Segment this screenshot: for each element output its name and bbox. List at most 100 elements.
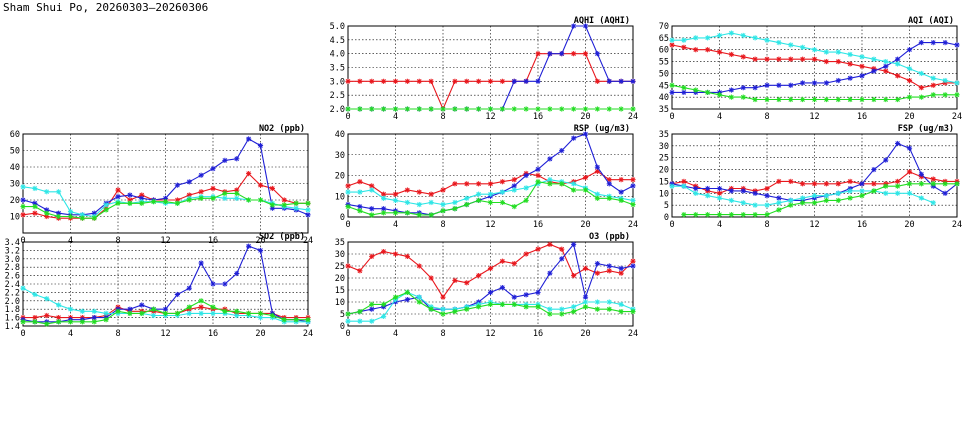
data-point xyxy=(582,299,589,305)
x-tick-label: 0 xyxy=(669,220,674,230)
data-point xyxy=(523,106,529,112)
y-tick-label: 1.4 xyxy=(5,322,20,332)
x-tick-label: 20 xyxy=(255,236,265,246)
y-tick-label: 3.5 xyxy=(330,64,345,74)
data-point xyxy=(210,304,216,310)
data-point xyxy=(511,78,517,84)
data-point xyxy=(835,49,841,55)
data-point xyxy=(606,299,612,305)
data-point xyxy=(942,92,948,98)
data-point xyxy=(392,210,399,216)
data-point xyxy=(740,212,746,218)
y-tick-label: 4.5 xyxy=(330,36,345,46)
data-point xyxy=(847,195,853,201)
data-point xyxy=(487,301,494,307)
y-tick-label: 20 xyxy=(10,196,20,206)
data-point xyxy=(800,96,806,103)
data-point xyxy=(705,35,711,41)
x-tick-label: 12 xyxy=(485,329,495,339)
data-point xyxy=(859,181,865,187)
data-point xyxy=(811,47,818,53)
data-point xyxy=(464,201,470,208)
x-tick-label: 12 xyxy=(160,329,170,339)
data-point xyxy=(416,189,422,195)
data-point xyxy=(847,61,853,67)
data-point xyxy=(404,210,410,216)
data-point xyxy=(895,73,901,79)
data-point xyxy=(305,207,311,213)
data-point xyxy=(476,304,482,310)
data-point xyxy=(594,51,600,57)
data-point xyxy=(269,202,275,208)
x-tick-label: 12 xyxy=(809,112,819,122)
data-point xyxy=(630,177,636,183)
y-tick-label: 45 xyxy=(659,81,669,91)
data-point xyxy=(186,310,192,316)
y-tick-label: 35 xyxy=(659,105,669,115)
data-point xyxy=(499,189,505,195)
x-tick-label: 0 xyxy=(345,329,350,339)
data-point xyxy=(369,106,375,112)
data-point xyxy=(257,197,264,203)
data-point xyxy=(559,148,565,154)
data-point xyxy=(871,56,877,62)
data-point xyxy=(764,96,770,103)
data-point xyxy=(392,78,399,84)
x-tick-label: 8 xyxy=(440,220,445,230)
data-point xyxy=(582,187,589,193)
data-point xyxy=(440,106,446,112)
data-point xyxy=(246,243,252,249)
data-point xyxy=(56,319,62,325)
data-point xyxy=(788,82,794,88)
data-point xyxy=(582,51,589,57)
data-point xyxy=(823,181,829,187)
data-point xyxy=(91,215,97,221)
y-tick-label: 2.6 xyxy=(5,272,20,282)
data-point xyxy=(883,96,889,103)
data-point xyxy=(740,54,746,60)
x-tick-label: 16 xyxy=(533,112,543,122)
data-point xyxy=(618,78,624,84)
data-point xyxy=(293,317,299,323)
data-point xyxy=(571,309,577,315)
data-point xyxy=(906,66,913,72)
data-point xyxy=(606,195,612,201)
x-tick-label: 8 xyxy=(440,329,445,339)
y-tick-label: 20 xyxy=(335,274,345,284)
data-point xyxy=(705,89,711,95)
data-point xyxy=(234,156,240,162)
data-point xyxy=(428,275,434,281)
data-point xyxy=(476,78,482,84)
data-point xyxy=(835,77,841,84)
y-tick-label: 2.8 xyxy=(5,263,20,273)
x-tick-label: 4 xyxy=(68,236,73,246)
data-point xyxy=(281,202,287,208)
x-tick-label: 16 xyxy=(857,220,867,230)
data-point xyxy=(571,106,577,112)
data-point xyxy=(681,212,687,218)
data-point xyxy=(800,181,806,187)
data-point xyxy=(835,96,841,103)
data-point xyxy=(823,58,829,65)
chart-no2: 0 4 8 12 16 20 24 10 20 30 40 50 60 NO2 (ppb) xyxy=(10,124,313,246)
data-point xyxy=(115,308,121,314)
y-tick-label: 20 xyxy=(659,166,669,176)
data-point xyxy=(811,56,818,62)
data-point xyxy=(606,181,612,187)
data-point xyxy=(535,106,541,112)
data-point xyxy=(440,311,446,317)
data-point xyxy=(871,166,877,173)
data-point xyxy=(571,241,577,247)
data-point xyxy=(464,78,470,84)
data-point xyxy=(752,96,758,103)
data-point xyxy=(198,304,204,310)
data-point xyxy=(381,249,387,255)
data-point xyxy=(428,199,434,206)
data-point xyxy=(535,51,541,57)
data-point xyxy=(606,268,612,274)
data-point xyxy=(476,191,482,197)
data-point xyxy=(728,197,734,203)
data-point xyxy=(511,301,517,307)
data-point xyxy=(906,169,913,175)
data-point xyxy=(954,181,960,187)
